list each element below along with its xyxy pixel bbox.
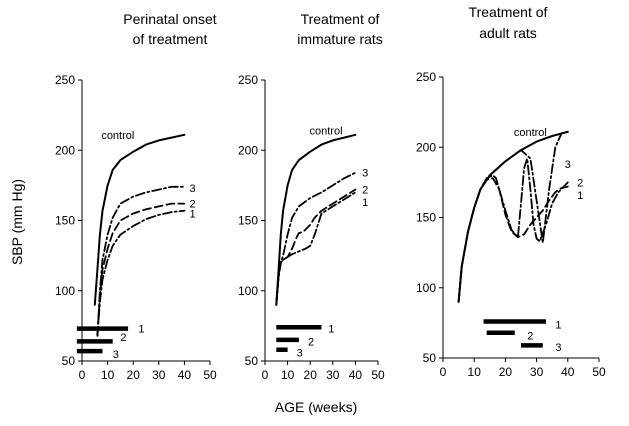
- series-line-2: [275, 188, 357, 306]
- series-line-1: [275, 191, 357, 306]
- chart-title-line: Treatment of: [469, 4, 548, 20]
- series-line-control: [275, 133, 357, 306]
- series-label: 2: [577, 177, 583, 189]
- y-tick-label: 50: [62, 354, 76, 368]
- x-tick-label: 30: [530, 365, 544, 379]
- treatment-bar-label: 3: [555, 342, 561, 354]
- x-tick-label: 30: [326, 368, 340, 382]
- treatment-bar-label: 3: [297, 348, 303, 360]
- treatment-bar-label: 1: [138, 324, 144, 336]
- y-tick-label: 100: [238, 284, 258, 298]
- treatment-bar-label: 2: [527, 331, 533, 343]
- series-label: 3: [190, 183, 196, 195]
- x-tick-label: 20: [127, 368, 141, 382]
- chart-title-line: Treatment of: [301, 11, 380, 27]
- y-tick-label: 200: [416, 140, 436, 154]
- series-label: 2: [190, 199, 196, 211]
- x-tick-label: 0: [440, 365, 447, 379]
- x-tick-label: 0: [262, 368, 269, 382]
- series-line-control: [457, 130, 569, 303]
- y-tick-label: 250: [416, 70, 436, 84]
- x-tick-label: 50: [592, 365, 606, 379]
- series-line-1: [96, 209, 186, 337]
- x-tick-label: 10: [101, 368, 115, 382]
- y-tick-label: 150: [416, 211, 436, 225]
- treatment-bar-label: 1: [555, 319, 561, 331]
- series-label: 3: [362, 168, 368, 180]
- y-axis-label: SBP (mm Hg): [9, 179, 25, 265]
- series-line-2: [457, 157, 569, 303]
- series-line-3: [275, 171, 357, 306]
- x-tick-label: 20: [304, 368, 318, 382]
- series-label: 3: [565, 159, 571, 171]
- x-tick-label: 50: [371, 368, 385, 382]
- x-axis-label: AGE (weeks): [275, 399, 357, 415]
- y-tick-label: 100: [55, 284, 75, 298]
- x-tick-label: 10: [468, 365, 482, 379]
- treatment-bar-label: 1: [328, 324, 334, 336]
- y-tick-label: 200: [55, 143, 75, 157]
- series-line-3: [457, 130, 569, 303]
- chart-title-line: adult rats: [479, 25, 537, 41]
- series-label: 2: [362, 185, 368, 197]
- series-label: 1: [577, 190, 583, 202]
- y-tick-label: 100: [416, 281, 436, 295]
- y-tick-label: 250: [238, 73, 258, 87]
- series-label: control: [514, 127, 547, 139]
- x-tick-label: 10: [281, 368, 295, 382]
- series-label: 1: [362, 197, 368, 209]
- y-tick-label: 50: [423, 351, 437, 365]
- chart-title-line: Perinatal onset: [123, 11, 217, 27]
- y-tick-label: 50: [245, 354, 259, 368]
- series-line-3: [96, 185, 186, 337]
- x-tick-label: 20: [499, 365, 513, 379]
- x-tick-label: 30: [152, 368, 166, 382]
- series-line-control: [93, 133, 186, 306]
- x-tick-label: 0: [79, 368, 86, 382]
- y-tick-label: 150: [55, 214, 75, 228]
- treatment-bar-label: 2: [120, 332, 126, 344]
- x-tick-label: 40: [349, 368, 363, 382]
- y-tick-label: 200: [238, 143, 258, 157]
- treatment-bar-label: 3: [113, 349, 119, 361]
- x-tick-label: 40: [178, 368, 192, 382]
- chart-title-line: of treatment: [133, 31, 208, 47]
- series-line-1: [457, 177, 569, 303]
- chart-title-line: immature rats: [297, 31, 383, 47]
- y-tick-label: 150: [238, 214, 258, 228]
- series-label: 1: [190, 208, 196, 220]
- treatment-bar-label: 2: [308, 336, 314, 348]
- x-tick-label: 40: [561, 365, 575, 379]
- series-line-2: [96, 202, 186, 337]
- series-label: control: [310, 126, 343, 138]
- series-label: control: [101, 130, 134, 142]
- y-tick-label: 250: [55, 73, 75, 87]
- x-tick-label: 50: [203, 368, 217, 382]
